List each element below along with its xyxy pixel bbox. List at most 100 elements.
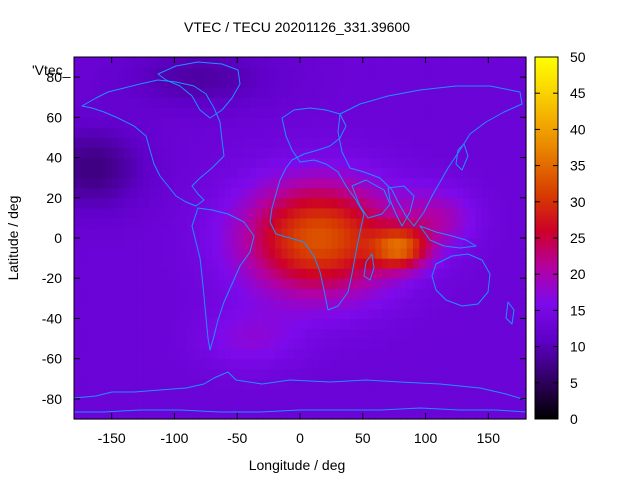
- heatmap-cell: [224, 167, 232, 179]
- heatmap-cell: [350, 278, 358, 289]
- heatmap-cell: [306, 368, 314, 380]
- heatmap-cell: [143, 338, 150, 350]
- heatmap-cell: [243, 67, 251, 78]
- heatmap-cell: [325, 147, 332, 159]
- heatmap-cell: [431, 278, 439, 289]
- heatmap-cell: [343, 358, 351, 370]
- heatmap-cell: [387, 338, 395, 350]
- heatmap-cell: [482, 278, 489, 289]
- heatmap-cell: [256, 398, 263, 410]
- heatmap-cell: [262, 368, 270, 380]
- heatmap-cell: [80, 167, 88, 179]
- heatmap-cell: [193, 358, 201, 370]
- heatmap-cell: [74, 318, 81, 330]
- heatmap-cell: [375, 157, 383, 169]
- heatmap-cell: [469, 107, 477, 118]
- heatmap-cell: [124, 207, 132, 219]
- heatmap-cell: [281, 378, 289, 390]
- heatmap-cell: [281, 368, 289, 380]
- heatmap-cell: [193, 197, 201, 209]
- heatmap-cell: [318, 348, 326, 360]
- heatmap-cell: [287, 127, 295, 139]
- heatmap-cell: [99, 97, 106, 108]
- heatmap-cell: [343, 348, 351, 360]
- heatmap-cell: [187, 77, 194, 88]
- heatmap-cell: [444, 348, 452, 360]
- heatmap-cell: [325, 408, 332, 420]
- heatmap-cell: [161, 97, 169, 108]
- heatmap-cell: [356, 67, 364, 78]
- heatmap-cell: [136, 197, 144, 209]
- heatmap-cell: [155, 77, 163, 88]
- heatmap-cell: [92, 127, 100, 139]
- heatmap-cell: [500, 308, 508, 320]
- heatmap-cell: [507, 238, 515, 249]
- heatmap-cell: [488, 157, 496, 169]
- heatmap-cell: [450, 97, 458, 108]
- heatmap-cell: [494, 238, 502, 249]
- heatmap-cell: [187, 157, 194, 169]
- heatmap-cell: [256, 268, 263, 279]
- heatmap-cell: [494, 288, 502, 299]
- heatmap-cell: [381, 258, 389, 269]
- heatmap-cell: [306, 328, 314, 340]
- heatmap-cell: [369, 258, 376, 269]
- heatmap-cell: [375, 147, 383, 159]
- heatmap-cell: [155, 238, 163, 249]
- heatmap-cell: [105, 187, 113, 199]
- heatmap-cell: [381, 77, 389, 88]
- heatmap-cell: [431, 268, 439, 279]
- heatmap-cell: [488, 117, 496, 128]
- heatmap-cell: [513, 127, 521, 139]
- heatmap-cell: [469, 77, 477, 88]
- heatmap-cell: [306, 238, 314, 249]
- heatmap-cell: [312, 338, 320, 350]
- heatmap-cell: [130, 278, 138, 289]
- heatmap-cell: [130, 207, 138, 219]
- heatmap-cell: [375, 278, 383, 289]
- heatmap-cell: [230, 57, 238, 68]
- heatmap-cell: [356, 368, 364, 380]
- heatmap-cell: [99, 258, 106, 269]
- heatmap-cell: [218, 238, 226, 249]
- heatmap-cell: [513, 137, 521, 149]
- heatmap-cell: [331, 368, 339, 380]
- heatmap-cell: [406, 127, 414, 139]
- heatmap-cell: [149, 308, 157, 320]
- heatmap-cell: [193, 97, 201, 108]
- heatmap-cell: [400, 67, 408, 78]
- heatmap-cell: [494, 67, 502, 78]
- heatmap-cell: [507, 157, 515, 169]
- x-tick-label: 50: [355, 430, 371, 446]
- heatmap-cell: [117, 147, 125, 159]
- heatmap-cell: [218, 197, 226, 209]
- heatmap-cell: [130, 57, 138, 68]
- heatmap-cell: [80, 378, 88, 390]
- heatmap-cell: [287, 328, 295, 340]
- heatmap-cell: [193, 278, 201, 289]
- heatmap-cell: [174, 298, 182, 309]
- heatmap-cell: [306, 77, 314, 88]
- heatmap-cell: [463, 87, 471, 98]
- heatmap-cell: [400, 177, 408, 189]
- heatmap-cell: [413, 378, 420, 390]
- heatmap-cell: [475, 358, 483, 370]
- heatmap-cell: [92, 288, 100, 299]
- heatmap-cell: [438, 137, 445, 149]
- heatmap-cell: [469, 117, 477, 128]
- heatmap-cell: [287, 238, 295, 249]
- heatmap-cell: [413, 137, 420, 149]
- heatmap-cell: [312, 378, 320, 390]
- heatmap-cell: [74, 227, 81, 239]
- heatmap-cell: [256, 408, 263, 420]
- heatmap-cell: [500, 97, 508, 108]
- heatmap-cell: [444, 127, 452, 139]
- heatmap-cell: [500, 398, 508, 410]
- heatmap-cell: [230, 358, 238, 370]
- heatmap-cell: [369, 157, 376, 169]
- heatmap-cell: [500, 177, 508, 189]
- heatmap-cell: [469, 197, 477, 209]
- heatmap-cell: [212, 248, 219, 259]
- heatmap-cell: [438, 338, 445, 350]
- heatmap-cell: [80, 318, 88, 330]
